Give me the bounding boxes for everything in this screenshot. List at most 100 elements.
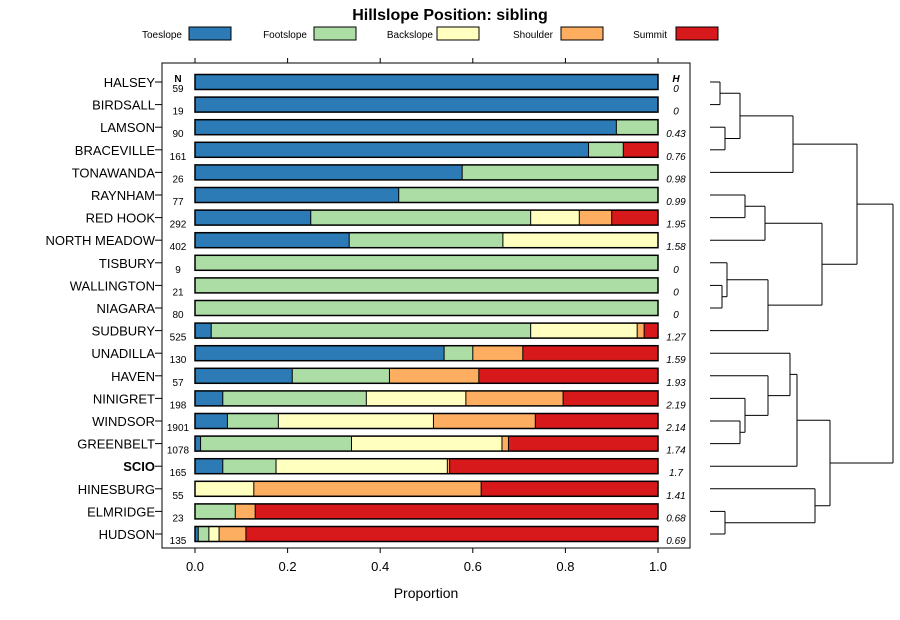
h-value: 0.43 [666,129,686,140]
bar-outline [194,344,659,362]
bar-segment [195,74,658,90]
n-value: 402 [170,242,187,253]
h-value: 1.27 [666,333,686,344]
n-value: 59 [172,84,184,95]
bar-segment [195,458,223,474]
bar-outline [194,209,659,226]
category-label: HALSEY [104,75,156,90]
bar-segment [195,526,199,542]
bar-outline [194,141,659,159]
bar-segment [433,413,536,429]
bar-segment [481,481,658,497]
dendrogram [710,81,894,535]
category-label: HUDSON [99,527,155,542]
bar-segment [579,210,612,226]
bar-segment [508,436,658,452]
bar-segment [195,503,236,519]
bar-segment [616,119,658,135]
legend-label: Toeslope [142,30,182,41]
bar-segment [195,390,223,406]
bar-segment [195,232,350,248]
bar-segment [195,97,658,113]
n-value: 57 [172,378,184,389]
h-value: 0 [673,107,679,118]
n-value: 1078 [167,446,190,457]
bar-segment [637,323,645,339]
h-value: 1.93 [666,378,686,389]
bar-segment [195,142,589,158]
category-label: WINDSOR [92,414,155,429]
n-value: 23 [172,513,184,524]
bar-segment [292,368,390,384]
bar-outline [194,231,659,249]
bar-segment [462,164,658,180]
h-value: 0 [673,287,679,298]
chart-title: Hillslope Position: sibling [352,7,548,24]
bar-segment [195,164,463,180]
bar-outline [194,186,659,204]
bar-segment [501,436,509,452]
legend-label: Shoulder [513,30,554,41]
bar-segment [478,368,658,384]
n-value: 165 [170,468,187,479]
h-value: 1.7 [669,468,683,479]
bar-outline [194,480,659,498]
bar-segment [465,390,564,406]
n-value: 1901 [167,423,190,434]
bar-outline [194,96,659,113]
category-label: GREENBELT [77,437,155,452]
bar-outline [194,277,659,294]
bar-segment [195,187,399,203]
n-value: 80 [172,310,184,321]
plot-frame [161,62,691,549]
category-label: UNADILLA [91,346,155,361]
bar-segment [211,323,531,339]
bar-segment [530,210,580,226]
h-value: 0.68 [666,513,686,524]
x-tick-label: 0.0 [186,559,204,574]
bar-segment [611,210,658,226]
bar-segment [398,187,658,203]
bar-segment [253,481,482,497]
h-value: 1.59 [666,355,686,366]
category-label: SCIO [123,459,155,474]
legend-label: Summit [633,30,667,41]
h-value: 0.69 [666,536,686,547]
legend-label: Backslope [387,30,434,41]
bar-segment [444,345,473,361]
category-label: HINESBURG [78,482,155,497]
bar-outline [194,390,659,407]
n-value: 292 [170,220,187,231]
bar-outline [194,322,659,339]
bar-segment [563,390,658,406]
h-value: 2.19 [665,400,686,411]
plot-area: 0.0 0.2 0.4 0.6 0.8 1.0 HALSEY 59 0 BIRDSALL 19 0 LA… [45,58,691,574]
h-value: 0.98 [666,174,686,185]
bar-segment [200,436,352,452]
n-value: 198 [170,400,187,411]
n-column-header: N [174,74,181,85]
legend-swatch [560,26,604,41]
bar-segment [198,526,209,542]
h-value: 0 [673,84,679,95]
bar-segment [310,210,531,226]
bar-segment [349,232,503,248]
h-value: 1.58 [666,242,686,253]
bar-outline [194,435,659,452]
bar-segment [535,413,658,429]
bar-segment [644,323,658,339]
n-value: 55 [172,491,184,502]
n-value: 26 [172,174,184,185]
bar-outline [194,457,659,475]
h-value: 1.95 [666,220,686,231]
bar-outline [194,118,659,136]
n-value: 161 [170,152,187,163]
n-value: 90 [172,129,184,140]
bar-segment [389,368,479,384]
bar-segment [235,503,256,519]
bar-segment [522,345,658,361]
bar-segment [195,300,658,316]
bar-outline [194,254,659,272]
bar-segment [447,458,450,474]
